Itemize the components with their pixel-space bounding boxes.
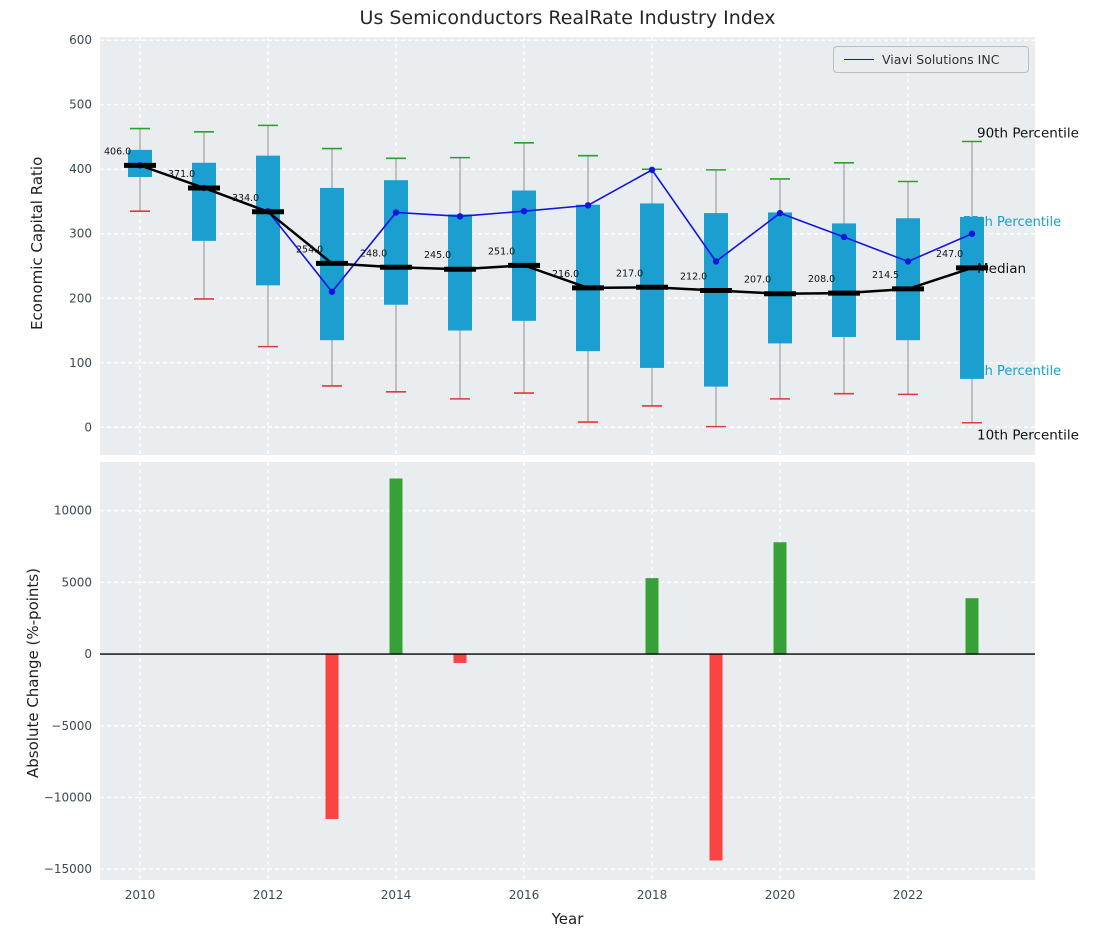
viavi-marker-2022: [904, 258, 912, 265]
viavi-marker-2020: [776, 209, 784, 217]
median-value-label: 371.0: [168, 169, 195, 180]
median-value-label: 248.0: [360, 248, 387, 259]
viavi-line-swatch: [844, 59, 874, 60]
annotation-25th-percentile: 25th Percentile: [963, 364, 1061, 379]
iqr-box-2017: [576, 204, 600, 352]
median-value-label: 247.0: [936, 249, 963, 260]
viavi-marker-2019: [712, 258, 720, 265]
median-value-label: 207.0: [744, 275, 771, 286]
iqr-box-2021: [832, 223, 856, 337]
median-value-label: 406.0: [104, 146, 131, 157]
bottom-y-tick-label: 5000: [61, 575, 92, 589]
top-y-tick-label: 600: [69, 33, 92, 47]
median-value-label: 208.0: [808, 274, 835, 285]
bottom-y-axis-label: Absolute Change (%-points): [24, 568, 42, 778]
iqr-box-2022: [896, 218, 920, 341]
iqr-box-2019: [704, 213, 728, 387]
bottom-y-tick-label: 0: [84, 647, 92, 661]
change-bar-2023: [965, 598, 979, 655]
median-value-label: 251.0: [488, 246, 515, 257]
viavi-marker-2014: [392, 209, 400, 216]
top-y-tick-label: 200: [69, 291, 92, 305]
annotation-10th-percentile: 10th Percentile: [977, 427, 1079, 443]
viavi-marker-2017: [584, 202, 592, 209]
annotation-median: Median: [977, 261, 1026, 277]
change-bar-2014: [389, 478, 403, 655]
top-y-tick-label: 400: [69, 162, 92, 176]
legend: Viavi Solutions INC: [833, 46, 1029, 73]
iqr-box-2014: [384, 180, 408, 305]
median-value-label: 254.0: [296, 244, 323, 255]
x-tick-label: 2018: [637, 888, 668, 902]
x-tick-label: 2020: [765, 888, 796, 902]
change-bar-2018: [645, 578, 659, 655]
x-tick-label: 2014: [381, 888, 412, 902]
median-value-label: 212.0: [680, 272, 707, 283]
viavi-marker-2023: [968, 230, 976, 237]
iqr-box-2023: [960, 216, 984, 379]
legend-label: Viavi Solutions INC: [882, 52, 1000, 67]
viavi-marker-2015: [456, 213, 464, 220]
median-value-label: 217.0: [616, 268, 643, 279]
annotation-75th-percentile: 75th Percentile: [963, 215, 1061, 230]
bottom-plot-area: [100, 462, 1035, 880]
x-axis-label: Year: [551, 910, 584, 928]
iqr-box-2020: [768, 212, 792, 344]
x-tick-label: 2010: [125, 888, 156, 902]
top-y-axis-label: Economic Capital Ratio: [28, 156, 46, 330]
annotation-90th-percentile: 90th Percentile: [977, 125, 1079, 141]
bottom-y-tick-label: −5000: [51, 719, 92, 733]
viavi-marker-2018: [648, 166, 656, 174]
median-value-label: 245.0: [424, 250, 451, 261]
x-tick-label: 2012: [253, 888, 284, 902]
top-y-tick-label: 100: [69, 356, 92, 370]
change-bar-2013: [325, 654, 339, 819]
x-tick-label: 2016: [509, 888, 540, 902]
viavi-line: [139, 164, 973, 294]
top-y-tick-label: 300: [69, 227, 92, 241]
chart-title: Us Semiconductors RealRate Industry Inde…: [359, 7, 776, 29]
top-y-tick-label: 0: [84, 420, 92, 434]
median-value-label: 216.0: [552, 269, 579, 280]
viavi-marker-2013: [328, 288, 336, 295]
iqr-box-2011: [192, 162, 216, 241]
change-bar-2020: [773, 542, 787, 655]
viavi-marker-2016: [520, 207, 528, 215]
bottom-y-tick-label: −15000: [44, 862, 92, 876]
bottom-y-tick-label: −10000: [44, 790, 92, 804]
top-y-tick-label: 500: [69, 98, 92, 112]
viavi-marker-2021: [840, 233, 848, 241]
median-value-label: 214.5: [872, 270, 899, 281]
iqr-box-2015: [448, 214, 472, 331]
change-bar-2015: [453, 654, 467, 663]
change-bar-2019: [709, 654, 723, 861]
top-plot-area: [100, 37, 1035, 455]
x-tick-label: 2022: [893, 888, 924, 902]
median-value-label: 334.0: [232, 193, 259, 204]
bottom-y-tick-label: 10000: [54, 504, 92, 518]
